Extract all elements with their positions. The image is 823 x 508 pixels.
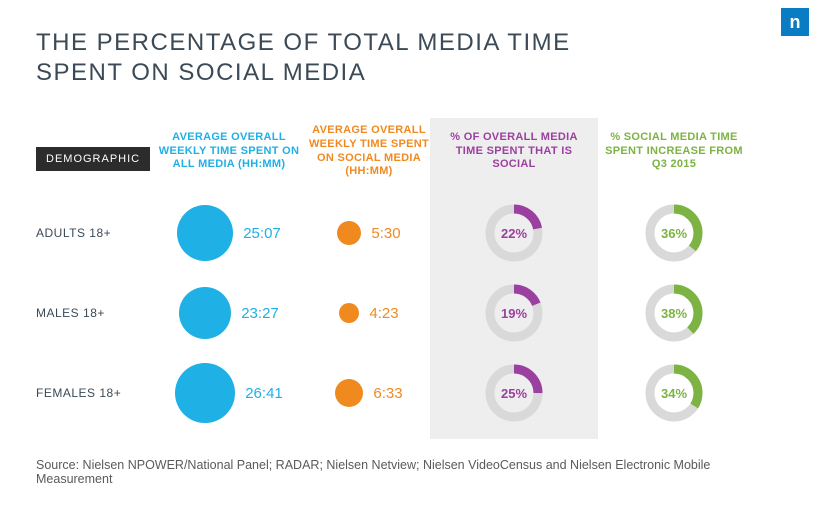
title-line-2: SPENT ON SOCIAL MEDIA [36,59,366,86]
pct-increase-donut: 36% [594,193,754,273]
all-media-value: 25:07 [243,225,281,242]
social-media-cell: 6:33 [304,369,434,417]
col-header-social: AVERAGE OVERALL WEEKLY TIME SPENT ON SOC… [304,124,434,193]
row-label: FEMALES 18+ [36,368,154,418]
pct-social-donut: 19% [434,273,594,353]
pct-social-donut: 25% [434,353,594,433]
brand-logo: n [781,8,809,36]
all-media-value: 26:41 [245,385,283,402]
all-media-cell: 26:41 [154,353,304,433]
social-media-circle [339,303,359,323]
social-media-value: 6:33 [373,385,402,402]
all-media-circle [179,287,231,339]
social-media-value: 5:30 [371,225,400,242]
title-line-1: THE PERCENTAGE OF TOTAL MEDIA TIME [36,29,571,56]
all-media-value: 23:27 [241,305,279,322]
demographic-header: DEMOGRAPHIC [36,147,150,171]
col-header-all-media: AVERAGE OVERALL WEEKLY TIME SPENT ON ALL… [154,131,304,186]
row-label: MALES 18+ [36,288,154,338]
social-media-circle [337,221,361,245]
social-media-value: 4:23 [369,305,398,322]
social-media-cell: 4:23 [304,293,434,333]
data-grid: DEMOGRAPHIC AVERAGE OVERALL WEEKLY TIME … [36,124,787,433]
social-media-cell: 5:30 [304,211,434,255]
row-label: ADULTS 18+ [36,208,154,258]
all-media-cell: 25:07 [154,195,304,271]
all-media-circle [177,205,233,261]
source-text: Source: Nielsen NPOWER/National Panel; R… [36,458,787,486]
social-media-circle [335,379,363,407]
col-header-pct-increase: % SOCIAL MEDIA TIME SPENT INCREASE FROM … [594,131,754,186]
all-media-circle [175,363,235,423]
page-title: THE PERCENTAGE OF TOTAL MEDIA TIME SPENT… [36,28,787,88]
col-header-pct-social: % OF OVERALL MEDIA TIME SPENT THAT IS SO… [434,131,594,186]
pct-increase-donut: 34% [594,353,754,433]
pct-increase-donut: 38% [594,273,754,353]
all-media-cell: 23:27 [154,277,304,349]
pct-social-donut: 22% [434,193,594,273]
